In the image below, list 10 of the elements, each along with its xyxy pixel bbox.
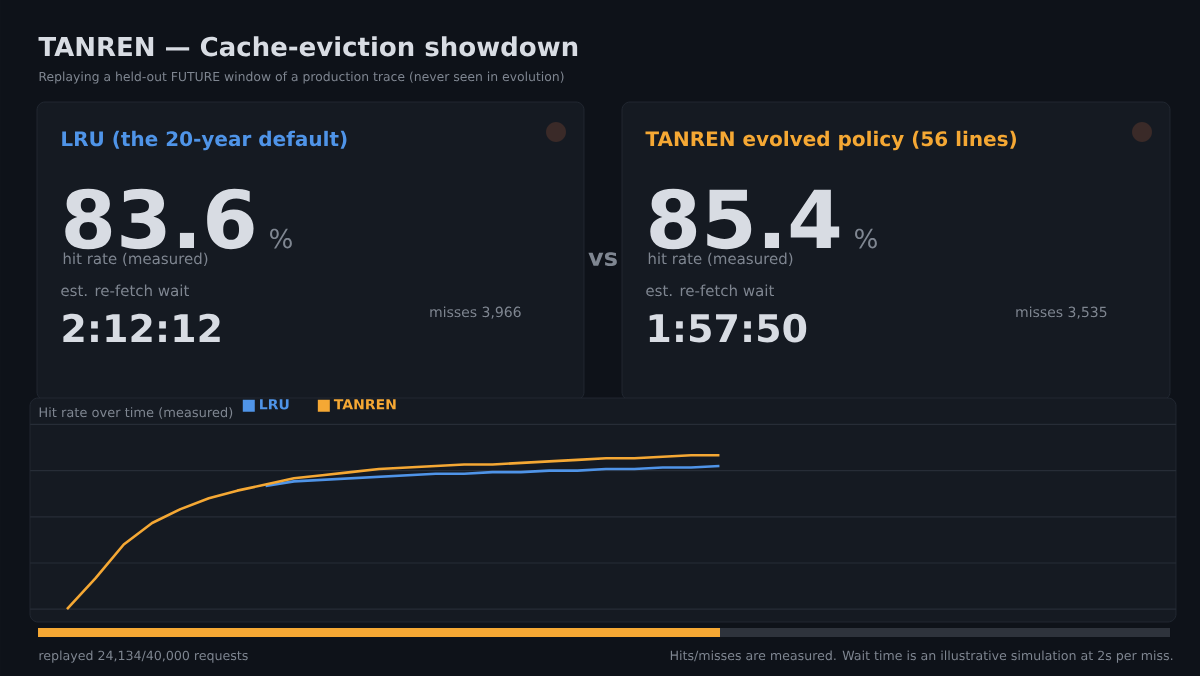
text: % [270, 228, 292, 249]
text: % [855, 228, 877, 249]
text: LRU (the 20-year default) [62, 130, 347, 151]
text: vs [588, 252, 617, 267]
text: 2:12:12 [63, 313, 220, 343]
text: TANREN — Cache-eviction showdown [38, 36, 578, 57]
text: TANREN evolved policy (56 lines) [645, 130, 1016, 151]
text: 1:57:50 [649, 313, 807, 343]
text: 85.4 [650, 188, 840, 250]
text: 83.6 [65, 188, 254, 250]
